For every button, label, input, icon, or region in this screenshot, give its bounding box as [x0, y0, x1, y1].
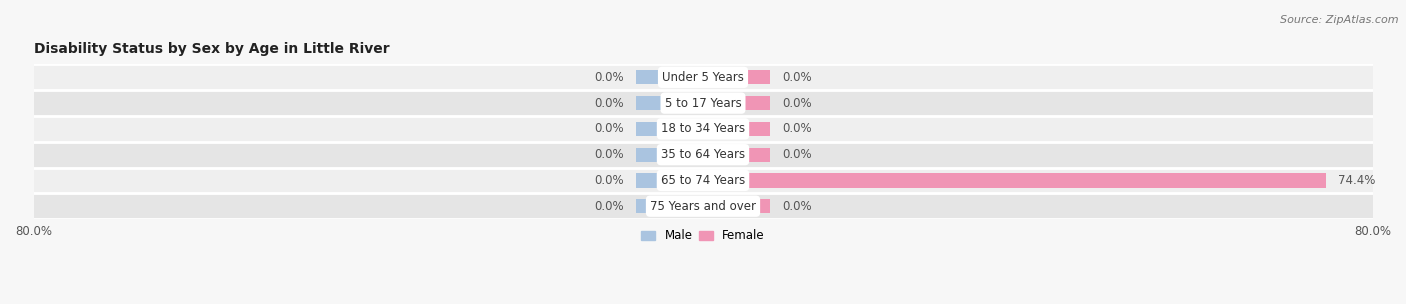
Bar — [636, 173, 703, 188]
Bar — [636, 70, 703, 85]
Bar — [703, 96, 770, 110]
Legend: Male, Female: Male, Female — [637, 225, 769, 247]
Text: Disability Status by Sex by Age in Little River: Disability Status by Sex by Age in Littl… — [34, 42, 389, 56]
Text: Source: ZipAtlas.com: Source: ZipAtlas.com — [1281, 15, 1399, 25]
Text: 35 to 64 Years: 35 to 64 Years — [661, 148, 745, 161]
Bar — [34, 64, 1372, 90]
Bar — [703, 147, 770, 162]
Bar — [703, 122, 770, 136]
Text: 18 to 34 Years: 18 to 34 Years — [661, 123, 745, 135]
Text: 65 to 74 Years: 65 to 74 Years — [661, 174, 745, 187]
Bar — [34, 116, 1372, 142]
Bar — [636, 147, 703, 162]
Text: 0.0%: 0.0% — [593, 71, 623, 84]
Text: 5 to 17 Years: 5 to 17 Years — [665, 97, 741, 110]
Text: 0.0%: 0.0% — [593, 97, 623, 110]
Text: 0.0%: 0.0% — [593, 174, 623, 187]
Text: 0.0%: 0.0% — [783, 71, 813, 84]
Bar — [636, 122, 703, 136]
Bar — [34, 142, 1372, 168]
Text: 0.0%: 0.0% — [783, 97, 813, 110]
Bar — [636, 96, 703, 110]
Text: 0.0%: 0.0% — [783, 200, 813, 213]
Text: 0.0%: 0.0% — [783, 148, 813, 161]
Text: 0.0%: 0.0% — [783, 123, 813, 135]
Text: 74.4%: 74.4% — [1339, 174, 1375, 187]
Text: 0.0%: 0.0% — [593, 148, 623, 161]
Bar — [703, 173, 1326, 188]
Text: Under 5 Years: Under 5 Years — [662, 71, 744, 84]
Text: 0.0%: 0.0% — [593, 200, 623, 213]
Text: 0.0%: 0.0% — [593, 123, 623, 135]
Bar — [34, 193, 1372, 219]
Bar — [636, 199, 703, 213]
Bar — [703, 70, 770, 85]
Bar — [703, 199, 770, 213]
Bar — [34, 90, 1372, 116]
Text: 75 Years and over: 75 Years and over — [650, 200, 756, 213]
Bar — [34, 168, 1372, 193]
